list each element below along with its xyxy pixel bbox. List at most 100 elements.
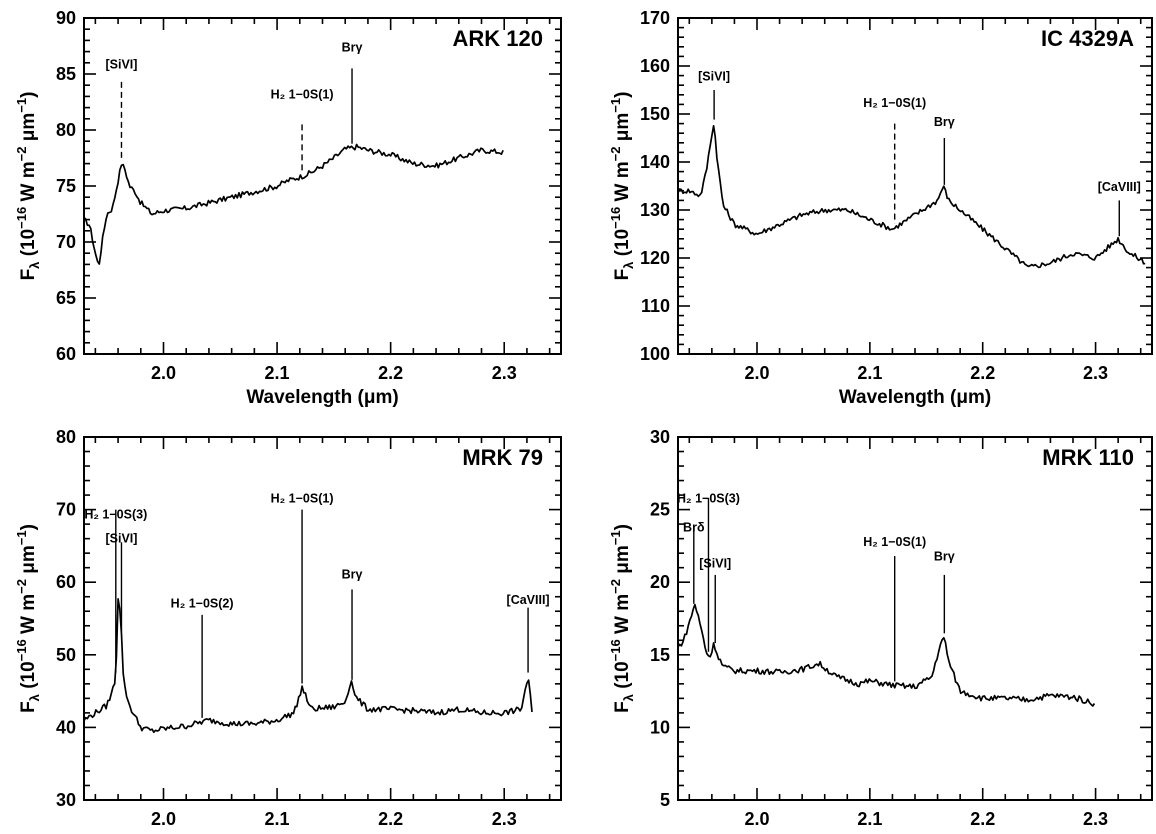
y-axis-title: Fλ (10−16 W m−2 μm−1) — [608, 92, 636, 281]
y-axis-title-part: λ — [621, 693, 636, 701]
line-label-sivi: [SiVI] — [106, 531, 138, 545]
y-axis-title-part: (10 — [612, 661, 633, 694]
panel-title: MRK 110 — [1042, 445, 1134, 470]
y-axis-title-part: W m — [612, 161, 633, 206]
line-label-h-1-0s-2: H₂ 1−0S(2) — [171, 597, 234, 611]
line-label-sivi: [SiVI] — [699, 557, 731, 571]
y-tick-label: 110 — [641, 296, 670, 316]
y-axis-title-part: −1 — [14, 98, 29, 113]
y-tick-label: 25 — [650, 500, 670, 520]
panel-title: MRK 79 — [462, 445, 543, 470]
y-axis-title-part: W m — [18, 594, 39, 639]
x-tick-label: 2.3 — [492, 809, 517, 829]
y-tick-label: 150 — [640, 104, 670, 124]
line-label-h-1-0s-1: H₂ 1−0S(1) — [863, 96, 926, 110]
y-axis-title-part: λ — [27, 261, 42, 269]
y-axis-title-part: (10 — [18, 661, 39, 694]
y-axis-title-part: (10 — [18, 229, 39, 262]
spectrum-line-ic-4329a — [677, 124, 1146, 269]
line-label-caviii: [CaVIII] — [507, 593, 550, 607]
y-axis-title-part: μm — [18, 113, 39, 147]
y-tick-label: 30 — [650, 427, 670, 447]
y-axis-title-part: F — [18, 269, 39, 281]
y-axis-title: Fλ (10−16 W m−2 μm−1) — [608, 524, 636, 713]
y-tick-label: 60 — [56, 572, 76, 592]
y-tick-label: 65 — [56, 288, 76, 308]
line-label-h-1-0s-1: H₂ 1−0S(1) — [271, 88, 334, 102]
y-axis-title-part: μm — [612, 113, 633, 147]
line-label-sivi: [SiVI] — [698, 69, 730, 83]
x-tick-label: 2.3 — [1083, 809, 1108, 829]
x-tick-label: 2.3 — [1083, 363, 1108, 383]
y-axis-title-part: −1 — [608, 530, 623, 545]
x-tick-label: 2.2 — [378, 363, 403, 383]
y-tick-label: 85 — [56, 64, 76, 84]
panel-title: IC 4329A — [1041, 26, 1134, 51]
y-axis-title-part: F — [612, 701, 633, 713]
y-axis-title-part: −16 — [14, 639, 29, 661]
y-axis-title-part: W m — [612, 594, 633, 639]
x-tick-label: 2.2 — [970, 809, 995, 829]
x-tick-label: 2.2 — [970, 363, 995, 383]
y-axis-title-part: −16 — [14, 207, 29, 229]
line-label-br: Brγ — [342, 568, 363, 582]
y-tick-label: 90 — [56, 8, 76, 28]
y-tick-label: 5 — [660, 790, 670, 810]
y-axis-title-part: (10 — [612, 229, 633, 262]
panel-ic-4329a: 2.0 2.1 2.2 2.3 100 110 120 130 140 150 160 170 Wave… — [608, 8, 1153, 408]
y-axis-title-part: −2 — [14, 579, 29, 594]
panel-mrk-110: 2.02.12.22.351015202530Wavelength (μm)Fλ… — [608, 427, 1153, 834]
spectrum-line-mrk-110 — [677, 603, 1096, 707]
line-label-br: Brδ — [683, 520, 705, 534]
plot-frame — [677, 17, 1153, 355]
y-axis-title-part: λ — [621, 261, 636, 269]
x-tick-label: 2.0 — [151, 363, 176, 383]
line-label-sivi: [SiVI] — [106, 57, 138, 71]
y-tick-label: 50 — [56, 645, 76, 665]
y-tick-label: 30 — [56, 790, 76, 810]
line-label-h-1-0s-3: H₂ 1−0S(3) — [677, 491, 740, 505]
y-axis-title: Fλ (10−16 W m−2 μm−1) — [14, 524, 42, 713]
y-tick-label: 15 — [650, 645, 670, 665]
panel-ark-120: 2.0 2.1 2.2 2.3 60 65 70 75 80 85 90 Wavelength (μm… — [14, 8, 562, 408]
line-label-br: Brγ — [934, 115, 955, 129]
y-axis-title-part: μm — [18, 545, 39, 579]
y-tick-label: 140 — [640, 152, 670, 172]
y-tick-label: 160 — [640, 56, 670, 76]
line-label-br: Brγ — [342, 41, 363, 55]
y-tick-label: 40 — [56, 717, 76, 737]
y-tick-label: 120 — [640, 248, 670, 268]
x-tick-label: 2.3 — [492, 363, 517, 383]
x-tick-label: 2.1 — [265, 363, 290, 383]
line-label-br: Brγ — [934, 549, 955, 563]
y-axis-title: Fλ (10−16 W m−2 μm−1) — [14, 92, 42, 281]
x-tick-label: 2.2 — [378, 809, 403, 829]
y-axis-title-part: −2 — [608, 147, 623, 162]
y-tick-label: 80 — [56, 427, 76, 447]
y-axis-title-part: −2 — [608, 579, 623, 594]
y-tick-label: 70 — [56, 500, 76, 520]
panel-title: ARK 120 — [453, 26, 543, 51]
line-label-h-1-0s-1: H₂ 1−0S(1) — [271, 491, 334, 505]
x-axis-title: Wavelength (μm) — [839, 387, 991, 408]
y-tick-label: 170 — [640, 8, 670, 28]
line-label-h-1-0s-1: H₂ 1−0S(1) — [863, 535, 926, 549]
y-tick-label: 75 — [56, 176, 76, 196]
y-axis-title-part: ) — [18, 92, 39, 98]
y-tick-label: 70 — [56, 232, 76, 252]
y-axis-title-part: ) — [18, 524, 39, 530]
y-axis-title-part: F — [612, 269, 633, 281]
y-axis-title-part: F — [18, 701, 39, 713]
y-axis-title-part: −1 — [608, 98, 623, 113]
x-tick-label: 2.0 — [744, 809, 769, 829]
y-axis-title-part: −16 — [608, 207, 623, 229]
x-axis-title: Wavelength (μm) — [246, 387, 398, 408]
y-tick-label: 60 — [56, 344, 76, 364]
x-tick-label: 2.1 — [857, 809, 882, 829]
y-tick-label: 100 — [640, 344, 670, 364]
y-axis-title-part: ) — [612, 524, 633, 530]
y-tick-label: 80 — [56, 120, 76, 140]
x-tick-label: 2.0 — [744, 363, 769, 383]
y-axis-title-part: μm — [612, 545, 633, 579]
